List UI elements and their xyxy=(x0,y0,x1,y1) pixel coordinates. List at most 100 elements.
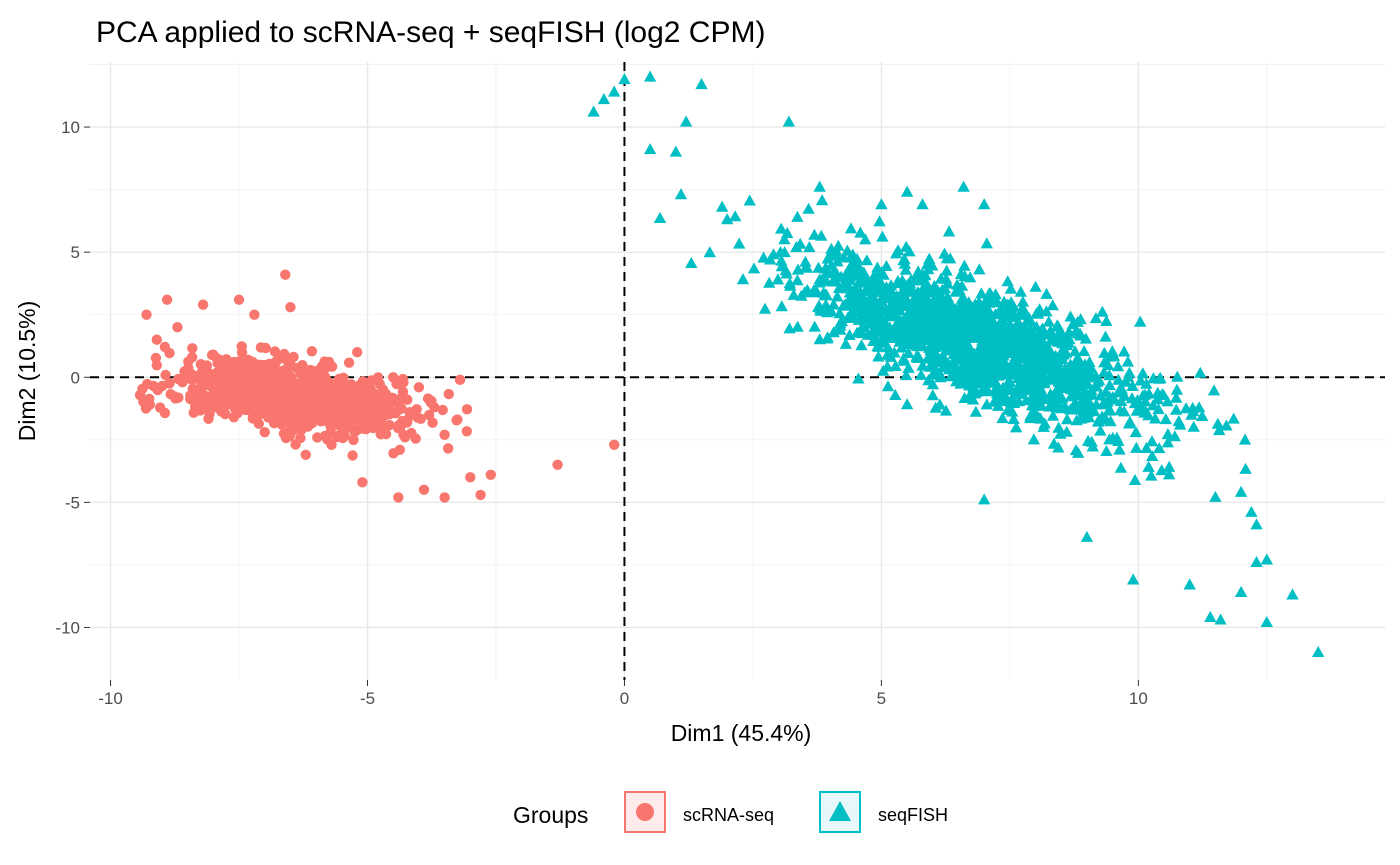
seqfish-point xyxy=(881,341,895,353)
x-tick-label: -10 xyxy=(98,689,123,708)
seqfish-point xyxy=(775,300,788,312)
scrna-seq-point xyxy=(349,389,360,400)
seqfish-point xyxy=(953,308,966,320)
seqfish-point xyxy=(965,315,978,327)
seqfish-point xyxy=(980,237,993,249)
seqfish-point xyxy=(780,267,793,279)
seqfish-point xyxy=(1234,485,1248,497)
seqfish-point xyxy=(1179,402,1193,414)
seqfish-point xyxy=(781,226,794,238)
scrna-seq-point xyxy=(475,489,486,501)
seqfish-point xyxy=(868,324,881,336)
seqfish-point xyxy=(991,333,1004,345)
seqfish-point xyxy=(910,351,923,363)
seqfish-point xyxy=(803,241,816,253)
scrna-seq-point xyxy=(300,449,311,460)
scrna-seq-point xyxy=(322,361,334,372)
seqfish-point xyxy=(926,317,939,329)
seqfish-point xyxy=(1015,387,1028,399)
seqfish-point xyxy=(867,334,880,346)
scrna-seq-point xyxy=(404,407,416,418)
seqfish-point xyxy=(955,336,968,348)
scrna-seq-point xyxy=(220,409,231,420)
seqfish-point xyxy=(855,339,868,351)
seqfish-point xyxy=(939,304,952,316)
seqfish-point xyxy=(767,248,780,260)
seqfish-point xyxy=(927,366,940,378)
legend: Groups scRNA-seq seqFISH xyxy=(513,791,948,833)
scrna-seq-point xyxy=(284,430,296,442)
scrna-seq-point xyxy=(268,418,280,429)
seqfish-point xyxy=(1125,392,1139,404)
seqfish-point xyxy=(1127,573,1140,585)
seqfish-point xyxy=(907,326,920,338)
seqfish-point xyxy=(644,143,657,155)
seqfish-point xyxy=(926,378,939,390)
seqfish-point xyxy=(1006,405,1019,417)
seqfish-point xyxy=(902,361,915,373)
seqfish-point xyxy=(1025,328,1039,340)
seqfish-point xyxy=(1114,461,1128,473)
seqfish-point xyxy=(1146,450,1159,461)
seqfish-point xyxy=(1174,418,1187,430)
seqfish-point xyxy=(1136,389,1150,401)
seqfish-point xyxy=(923,360,936,372)
seqfish-point xyxy=(1071,351,1084,363)
seqfish-point xyxy=(1044,326,1057,338)
scrna-seq-point xyxy=(164,378,175,389)
scrna-seq-point xyxy=(141,309,152,320)
scrna-seq-point xyxy=(244,360,255,371)
seqfish-point xyxy=(875,295,888,307)
seqfish-point xyxy=(1028,405,1041,417)
seqfish-point xyxy=(1155,464,1168,476)
scrna-seq-point xyxy=(312,432,323,443)
scrna-seq-point xyxy=(230,389,241,400)
seqfish-point xyxy=(644,70,657,82)
scrna-seq-point xyxy=(418,484,430,495)
seqfish-point xyxy=(1066,376,1079,388)
seqfish-point xyxy=(1024,315,1037,327)
seqfish-point xyxy=(976,301,989,313)
seqfish-point xyxy=(1117,345,1131,357)
seqfish-point xyxy=(859,233,872,245)
seqfish-point xyxy=(808,320,821,332)
seqfish-point xyxy=(941,328,954,340)
seqfish-point xyxy=(1170,383,1184,395)
seqfish-point xyxy=(982,317,996,329)
seqfish-point xyxy=(1012,330,1026,342)
seqfish-point xyxy=(922,309,935,320)
seqfish-point xyxy=(894,328,908,340)
seqfish-point xyxy=(985,375,998,387)
seqfish-point xyxy=(825,259,838,271)
seqfish-point xyxy=(1040,287,1053,299)
series-seqfish-points xyxy=(587,70,1325,657)
seqfish-point xyxy=(1089,312,1103,324)
seqfish-point xyxy=(839,337,852,349)
scrna-seq-point xyxy=(347,450,358,461)
seqfish-point xyxy=(782,115,796,127)
seqfish-point xyxy=(930,285,944,297)
scrna-seq-point xyxy=(285,302,296,313)
seqfish-point xyxy=(1096,305,1109,317)
seqfish-point xyxy=(1068,385,1082,397)
seqfish-point xyxy=(843,286,856,298)
seqfish-point xyxy=(944,298,958,310)
seqfish-point xyxy=(729,210,742,222)
seqfish-point xyxy=(1145,435,1159,447)
scrna-seq-point xyxy=(374,416,386,427)
seqfish-point xyxy=(880,281,893,293)
seqfish-point xyxy=(957,180,970,192)
seqfish-point xyxy=(1042,343,1056,355)
seqfish-point xyxy=(893,335,906,347)
seqfish-point xyxy=(1015,308,1028,320)
seqfish-point xyxy=(1010,421,1023,433)
seqfish-point xyxy=(988,360,1001,372)
seqfish-point xyxy=(834,317,847,329)
seqfish-point xyxy=(900,398,914,410)
seqfish-point xyxy=(1135,403,1149,415)
seqfish-point xyxy=(1211,417,1225,429)
seqfish-point xyxy=(1026,363,1039,375)
seqfish-point xyxy=(832,282,846,294)
seqfish-point xyxy=(1064,310,1077,322)
seqfish-point xyxy=(1111,360,1125,372)
